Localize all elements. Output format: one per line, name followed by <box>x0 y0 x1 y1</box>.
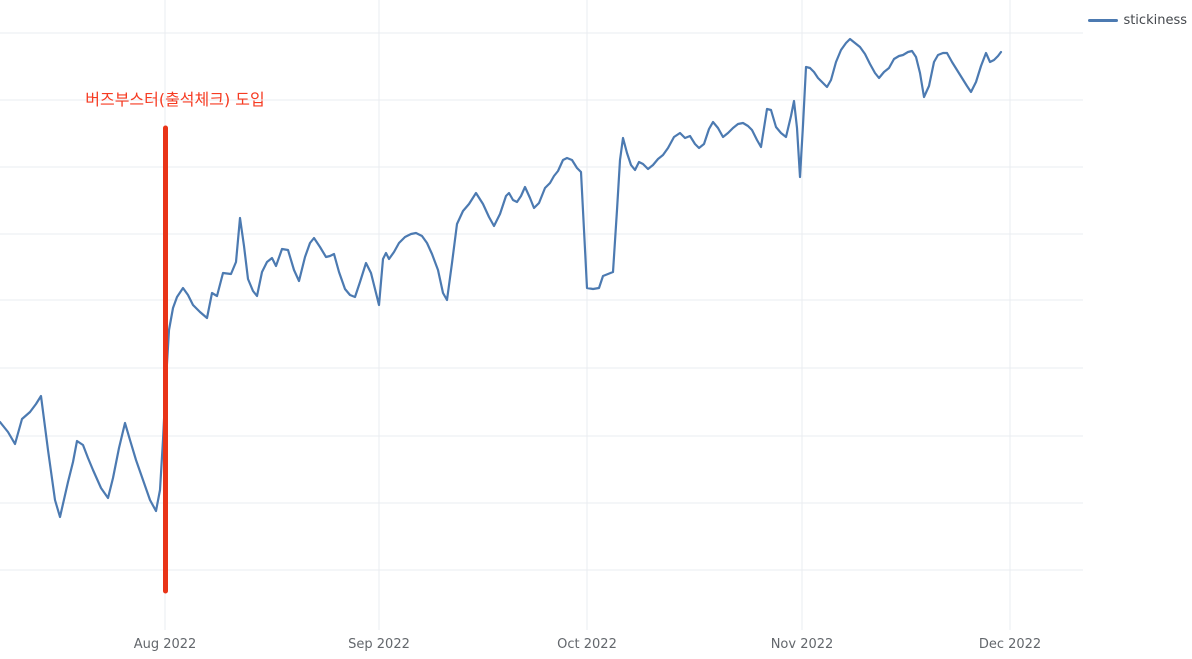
x-tick-label: Nov 2022 <box>770 637 834 652</box>
legend-label: stickiness <box>1123 13 1187 28</box>
annotation-label: 버즈부스터(출석체크) 도입 <box>85 90 265 109</box>
stickiness-series-line <box>0 37 1003 519</box>
vertical-gridlines <box>164 0 1011 630</box>
x-tick-label: Aug 2022 <box>133 637 197 652</box>
horizontal-gridlines <box>0 32 1083 571</box>
x-tick-label: Oct 2022 <box>557 637 617 652</box>
x-tick-label: Dec 2022 <box>978 637 1042 652</box>
legend-item-stickiness[interactable]: stickiness <box>1088 14 1187 27</box>
x-tick-label: Sep 2022 <box>348 637 410 652</box>
legend-line-swatch <box>1088 19 1119 22</box>
